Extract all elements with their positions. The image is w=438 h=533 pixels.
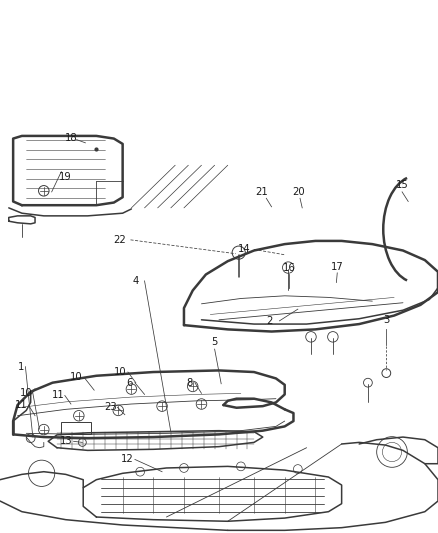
Text: 18: 18 bbox=[65, 133, 77, 142]
Text: 11: 11 bbox=[14, 400, 28, 410]
Text: 23: 23 bbox=[104, 402, 117, 412]
Text: 8: 8 bbox=[186, 378, 192, 387]
Text: 3: 3 bbox=[383, 315, 389, 325]
Text: 16: 16 bbox=[283, 263, 296, 272]
Text: 21: 21 bbox=[255, 187, 268, 197]
Text: 10: 10 bbox=[114, 367, 127, 377]
Text: 6: 6 bbox=[126, 378, 132, 387]
Text: 2: 2 bbox=[266, 316, 272, 326]
Text: 22: 22 bbox=[113, 235, 126, 245]
Text: 10: 10 bbox=[71, 373, 83, 382]
Text: 1: 1 bbox=[18, 362, 24, 372]
Text: 4: 4 bbox=[133, 276, 139, 286]
Text: 12: 12 bbox=[120, 455, 134, 464]
Text: 5: 5 bbox=[212, 337, 218, 347]
Text: 14: 14 bbox=[238, 245, 251, 254]
Bar bbox=[61, 422, 91, 434]
Text: 11: 11 bbox=[51, 391, 64, 400]
Text: 13: 13 bbox=[60, 437, 73, 446]
Text: 17: 17 bbox=[331, 262, 344, 271]
Text: 15: 15 bbox=[396, 181, 409, 190]
Text: 19: 19 bbox=[59, 172, 72, 182]
Text: 10: 10 bbox=[20, 389, 32, 398]
Text: 20: 20 bbox=[293, 187, 305, 197]
